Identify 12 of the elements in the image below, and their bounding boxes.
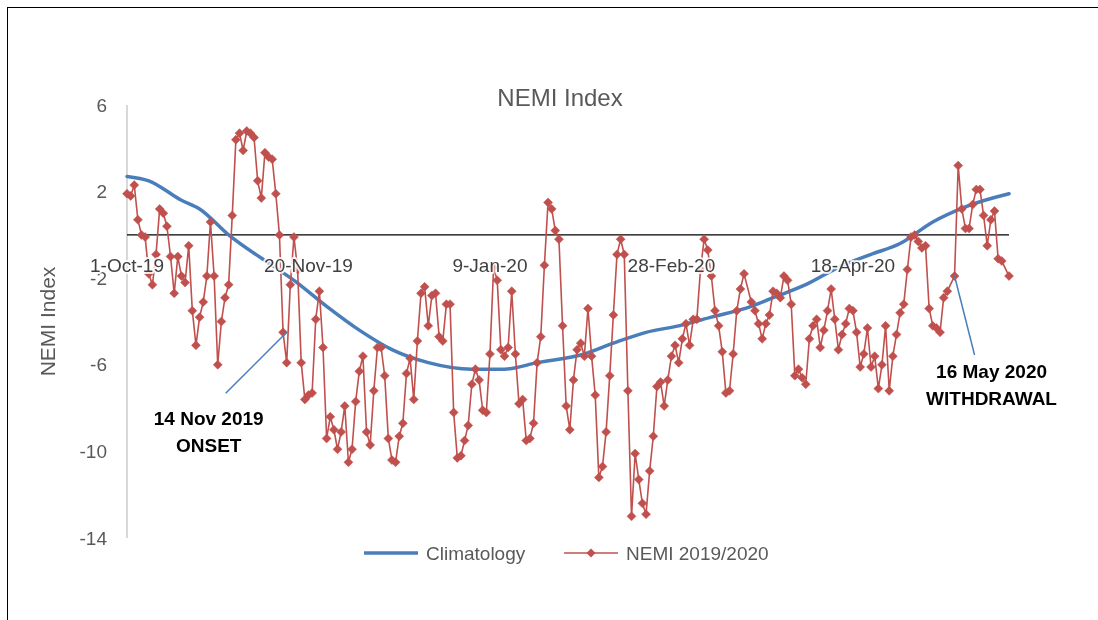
y-tick-label: -6 xyxy=(90,354,107,376)
y-tick-label: 2 xyxy=(96,181,107,203)
legend-label: Climatology xyxy=(426,542,526,564)
chart-title: NEMI Index xyxy=(497,84,623,111)
y-tick-label: -10 xyxy=(79,441,107,463)
legend-label: NEMI 2019/2020 xyxy=(626,542,769,564)
y-tick-label: -14 xyxy=(79,527,108,549)
y-tick-label: 6 xyxy=(96,94,107,116)
y-axis-title: NEMI Index xyxy=(36,266,59,377)
annotation: 16 May 2020 WITHDRAWAL xyxy=(926,361,1058,410)
x-tick-label: 9-Jan-20 xyxy=(452,254,528,276)
annotation: 14 Nov 2019 ONSET xyxy=(153,408,264,457)
